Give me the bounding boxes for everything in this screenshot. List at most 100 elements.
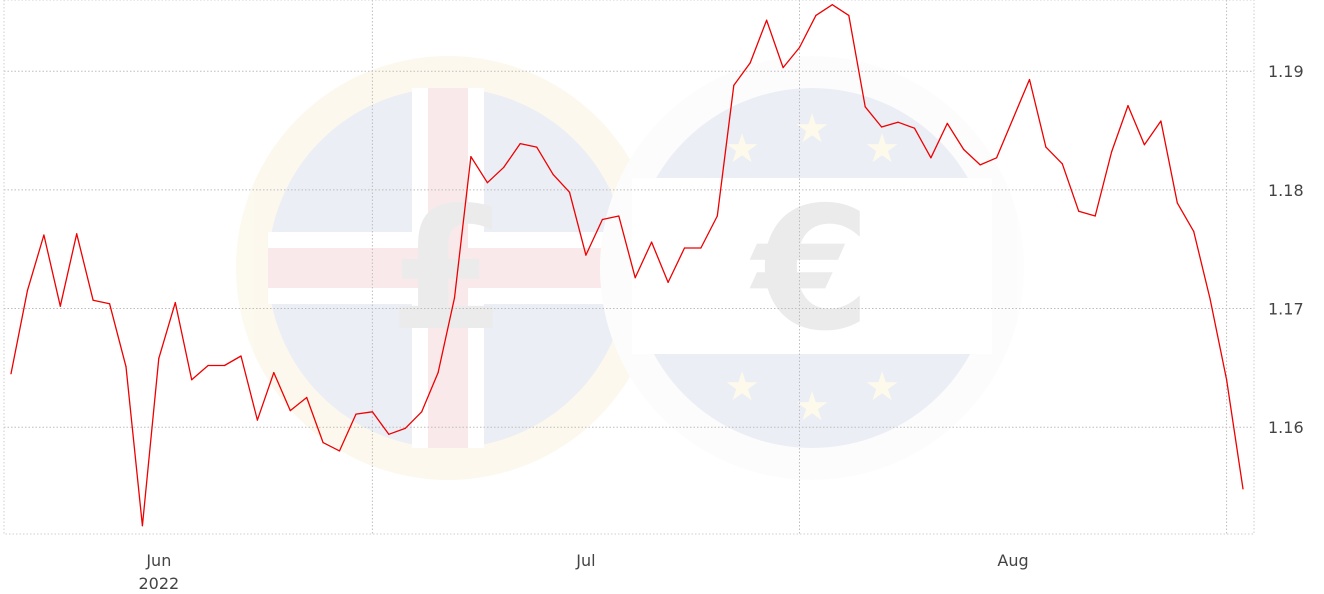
- data-point: [1160, 120, 1162, 122]
- data-point: [43, 234, 45, 236]
- data-point: [1061, 163, 1063, 165]
- euro-coin-watermark: € ★ ★ ★ ★ ★ ★: [600, 56, 1024, 480]
- x-tick-label: Aug: [997, 551, 1028, 570]
- data-point: [519, 143, 521, 145]
- data-point: [76, 233, 78, 235]
- data-point: [470, 156, 472, 158]
- data-point: [913, 127, 916, 129]
- svg-text:★: ★: [864, 126, 900, 172]
- data-point: [141, 525, 143, 527]
- svg-text:★: ★: [724, 364, 760, 410]
- currency-watermark: £ € ★ ★ ★ ★ ★ ★: [236, 56, 1024, 480]
- data-point: [716, 215, 718, 217]
- data-point: [59, 305, 61, 307]
- data-point: [1045, 146, 1047, 148]
- data-point: [453, 297, 456, 299]
- data-point: [1209, 298, 1211, 300]
- data-point: [125, 366, 127, 368]
- data-point: [733, 84, 735, 86]
- data-point: [618, 215, 620, 217]
- data-point: [996, 157, 998, 159]
- y-tick-label: 1.19: [1268, 62, 1304, 81]
- svg-text:£: £: [389, 171, 507, 369]
- data-point: [388, 433, 390, 435]
- data-point: [371, 411, 373, 413]
- rate-series-line: [10, 4, 1244, 527]
- data-point: [338, 450, 341, 452]
- svg-text:€: €: [749, 171, 871, 369]
- x-axis: Jun 2022 Jul Aug: [138, 551, 1028, 593]
- plot-area-frame: [3, 0, 1255, 535]
- svg-text:★: ★: [724, 126, 760, 172]
- data-point: [848, 14, 850, 16]
- data-point: [815, 14, 817, 16]
- data-point: [322, 442, 324, 444]
- data-point: [979, 164, 981, 166]
- data-point: [766, 19, 768, 21]
- data-point: [568, 191, 571, 193]
- data-point: [1012, 118, 1014, 120]
- svg-text:★: ★: [794, 106, 830, 152]
- data-point: [881, 126, 883, 128]
- svg-text:★: ★: [864, 364, 900, 410]
- data-point: [289, 410, 291, 412]
- data-point: [1176, 202, 1178, 204]
- x-tick-label: Jun: [145, 551, 171, 570]
- data-point: [109, 303, 111, 305]
- data-point: [634, 277, 636, 279]
- data-point: [207, 364, 209, 367]
- series-layer: [10, 4, 1244, 527]
- y-tick-label: 1.18: [1268, 181, 1304, 200]
- x-tick-year-label: 2022: [138, 574, 179, 593]
- data-point: [355, 413, 357, 415]
- data-point: [1127, 105, 1129, 107]
- data-point: [864, 106, 866, 108]
- data-point: [486, 182, 488, 184]
- data-point: [240, 355, 242, 357]
- data-point: [1111, 151, 1113, 153]
- data-point: [503, 166, 505, 168]
- data-point: [946, 122, 948, 124]
- data-point: [667, 281, 669, 283]
- data-point: [930, 157, 932, 159]
- y-tick-label: 1.16: [1268, 418, 1304, 437]
- data-point: [601, 218, 604, 221]
- data-point: [749, 62, 751, 64]
- data-point: [191, 379, 193, 381]
- data-point: [683, 247, 686, 249]
- data-point: [404, 427, 406, 429]
- data-point: [10, 373, 12, 375]
- data-point: [536, 146, 538, 148]
- data-point: [92, 299, 94, 301]
- pound-coin-watermark: £: [236, 56, 660, 480]
- data-point: [1226, 379, 1228, 381]
- data-point: [831, 4, 833, 6]
- data-point: [273, 372, 275, 374]
- data-point: [897, 121, 899, 123]
- data-point: [1143, 144, 1145, 146]
- data-point: [437, 372, 439, 374]
- data-point: [26, 290, 28, 292]
- grid: [4, 0, 1254, 534]
- data-point: [700, 247, 702, 249]
- data-point: [651, 241, 653, 243]
- data-point: [223, 364, 226, 367]
- x-tick-label: Jul: [575, 551, 595, 570]
- data-point: [782, 67, 784, 69]
- data-point: [552, 173, 554, 175]
- data-point: [1193, 230, 1195, 232]
- data-point: [421, 411, 423, 413]
- data-point: [1028, 78, 1031, 81]
- data-point: [174, 302, 176, 304]
- data-point: [1242, 488, 1244, 490]
- data-point: [158, 357, 160, 359]
- data-point: [1094, 215, 1096, 217]
- data-point: [256, 419, 258, 421]
- svg-text:★: ★: [794, 384, 830, 430]
- y-axis: 1.16 1.17 1.18 1.19: [1268, 62, 1304, 437]
- data-point: [1078, 210, 1080, 212]
- data-point: [798, 46, 801, 49]
- data-point: [585, 254, 587, 256]
- data-point: [963, 148, 965, 151]
